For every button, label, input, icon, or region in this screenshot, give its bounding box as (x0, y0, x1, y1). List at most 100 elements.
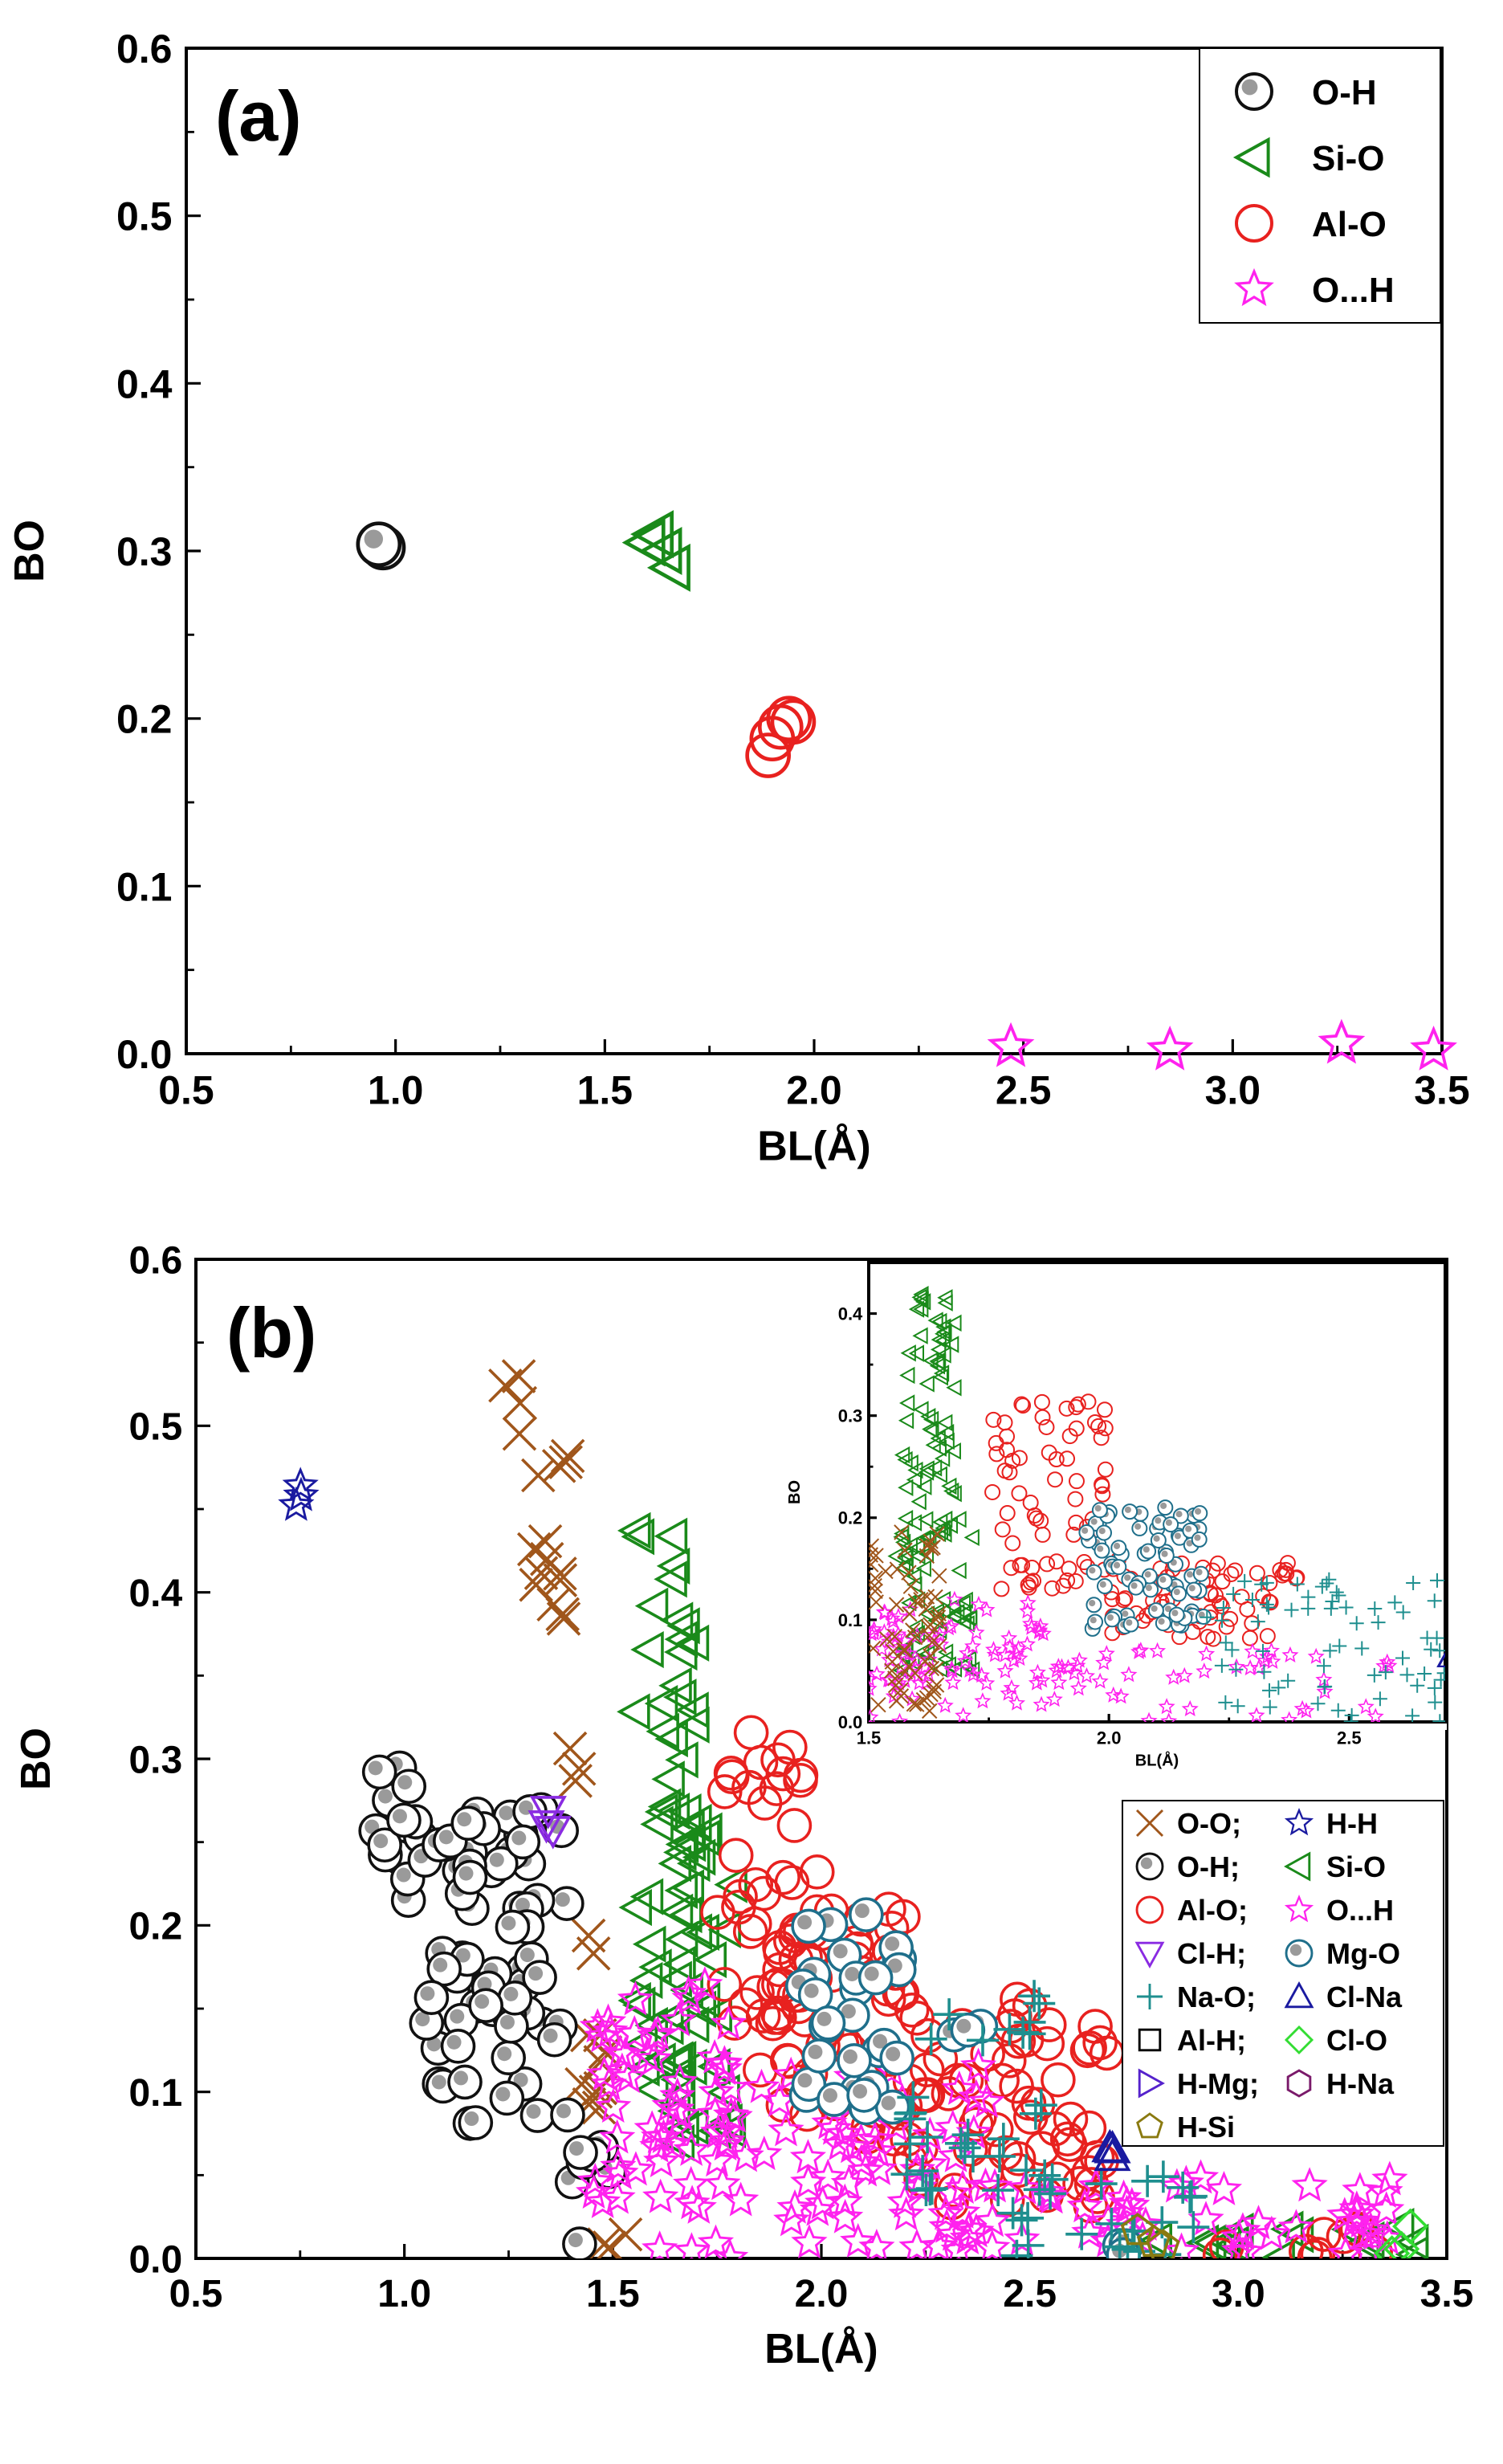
inset-data-point (1163, 1516, 1179, 1533)
b-data-point (1065, 2217, 1098, 2250)
b-data-point (837, 2042, 872, 2078)
b-legend-label: Si-O (1326, 1850, 1386, 1883)
b-data-point (644, 1793, 678, 1831)
a-data-point (745, 732, 791, 778)
inset-data-point (1009, 1639, 1028, 1656)
b-data-point (894, 1993, 930, 2028)
inset-data-point (899, 1366, 915, 1385)
inset-data-point (908, 1344, 925, 1362)
b-legend-label: Cl-Na (1326, 1981, 1403, 2013)
inset-data-point (908, 1300, 925, 1318)
b-data-point (367, 1827, 402, 1863)
a-legend-marker (1235, 204, 1273, 243)
inset-data-point (1003, 1560, 1020, 1577)
inset-data-point (937, 1414, 953, 1432)
b-data-point (706, 2045, 743, 2080)
b-data-point (890, 2158, 923, 2191)
b-data-point (610, 2058, 647, 2094)
panel-a: 0.5 1.0 1.5 2.0 2.5 3.0 3.5 0.0 0.1 0.2 0.3 0.4 0.5 0… (6, 27, 1470, 1170)
inset-data-point (1367, 1707, 1384, 1722)
b-data-point (982, 2174, 1015, 2207)
b-data-point (879, 2040, 914, 2076)
inset-data-point (1261, 1600, 1277, 1615)
b-inset: 1.5 2.0 2.5 0.0 0.1 0.2 0.3 0.4 BL(Å) BO (786, 1261, 1447, 1770)
b-data-point (552, 1731, 588, 1766)
b-data-point (968, 2083, 1005, 2118)
inset-data-point (964, 1637, 982, 1654)
b-data-point (575, 2174, 613, 2209)
inset-data-point (1097, 1401, 1114, 1418)
inset-data-point (1378, 1665, 1393, 1680)
inset-data-point (881, 1650, 898, 1667)
inset-data-point (1068, 1473, 1085, 1490)
inset-data-point (1375, 1657, 1393, 1674)
b-data-point (595, 2088, 632, 2123)
b-series-o-h (575, 1966, 1408, 2258)
inset-data-point (1019, 1602, 1037, 1619)
b-legend-marker (1138, 2028, 1162, 2052)
b-data-point (716, 2098, 753, 2133)
inset-data-point (967, 1623, 985, 1640)
b-data-point (1395, 2235, 1429, 2258)
inset-data-point (1068, 1514, 1085, 1531)
b-data-point (731, 1769, 767, 1805)
b-data-point (640, 1805, 674, 1843)
inset-data-point (1078, 1524, 1095, 1541)
inset-data-point (918, 1511, 934, 1528)
b-data-point (1041, 2062, 1076, 2098)
b-data-point (1224, 2212, 1261, 2247)
a-legend: O-H Si-O Al-O O...H (1199, 47, 1441, 324)
b-legend-marker (1284, 1851, 1311, 1882)
inset-data-point (1094, 1476, 1110, 1493)
inset-data-point (898, 1479, 914, 1496)
b-data-point (1069, 2033, 1106, 2069)
inset-data-point (906, 1630, 923, 1646)
a-series-o-h (987, 1018, 1457, 1071)
b-data-point (723, 2181, 760, 2217)
b-data-point (1085, 2168, 1118, 2201)
inset-data-point (1288, 1570, 1305, 1587)
b-data-point (468, 1988, 503, 2023)
inset-x-tick-label: 2.5 (1337, 1728, 1362, 1748)
inset-data-point (1011, 1485, 1028, 1502)
inset-data-point (1023, 1618, 1041, 1635)
inset-data-point (1158, 1547, 1175, 1564)
b-data-point (700, 1895, 735, 1930)
b-data-point (527, 1524, 563, 1559)
inset-data-point (1192, 1565, 1209, 1582)
inset-data-point (1140, 1711, 1158, 1722)
b-data-point (707, 1967, 743, 2002)
inset-data-point (1427, 1680, 1442, 1695)
b-data-point (951, 2119, 984, 2152)
b-data-point (1053, 2101, 1089, 2137)
b-data-point (704, 2165, 741, 2201)
b-data-point (558, 1764, 593, 1798)
b-data-point (974, 2202, 1011, 2238)
b-data-point (639, 2127, 676, 2163)
inset-data-point (996, 1414, 1013, 1431)
b-data-point (1114, 2186, 1151, 2221)
inset-data-point (946, 1607, 962, 1625)
inset-data-point (1028, 1663, 1046, 1680)
b-data-point (678, 1913, 712, 1951)
inset-x-axis-label: BL(Å) (1135, 1751, 1179, 1770)
inset-data-point (1028, 1674, 1045, 1691)
inset-data-point (1233, 1589, 1250, 1605)
a-x-tick-label: 3.5 (1414, 1068, 1470, 1113)
a-series-al-o (745, 696, 817, 778)
b-data-point (608, 2217, 643, 2252)
inset-data-point (1433, 1672, 1445, 1687)
inset-data-point (1120, 1666, 1138, 1683)
b-data-point (738, 1866, 774, 1903)
inset-data-point (918, 1548, 935, 1564)
inset-data-point (888, 1597, 905, 1613)
b-data-point (944, 2127, 977, 2160)
b-data-point (682, 1838, 716, 1876)
b-data-point (710, 2005, 747, 2040)
b-data-point (589, 2003, 627, 2038)
b-data-point (993, 2013, 1026, 2046)
inset-data-point (1255, 1643, 1270, 1658)
b-data-point (911, 2121, 944, 2154)
a-y-tick-label: 0.6 (116, 27, 173, 71)
inset-data-point (1259, 1575, 1274, 1590)
